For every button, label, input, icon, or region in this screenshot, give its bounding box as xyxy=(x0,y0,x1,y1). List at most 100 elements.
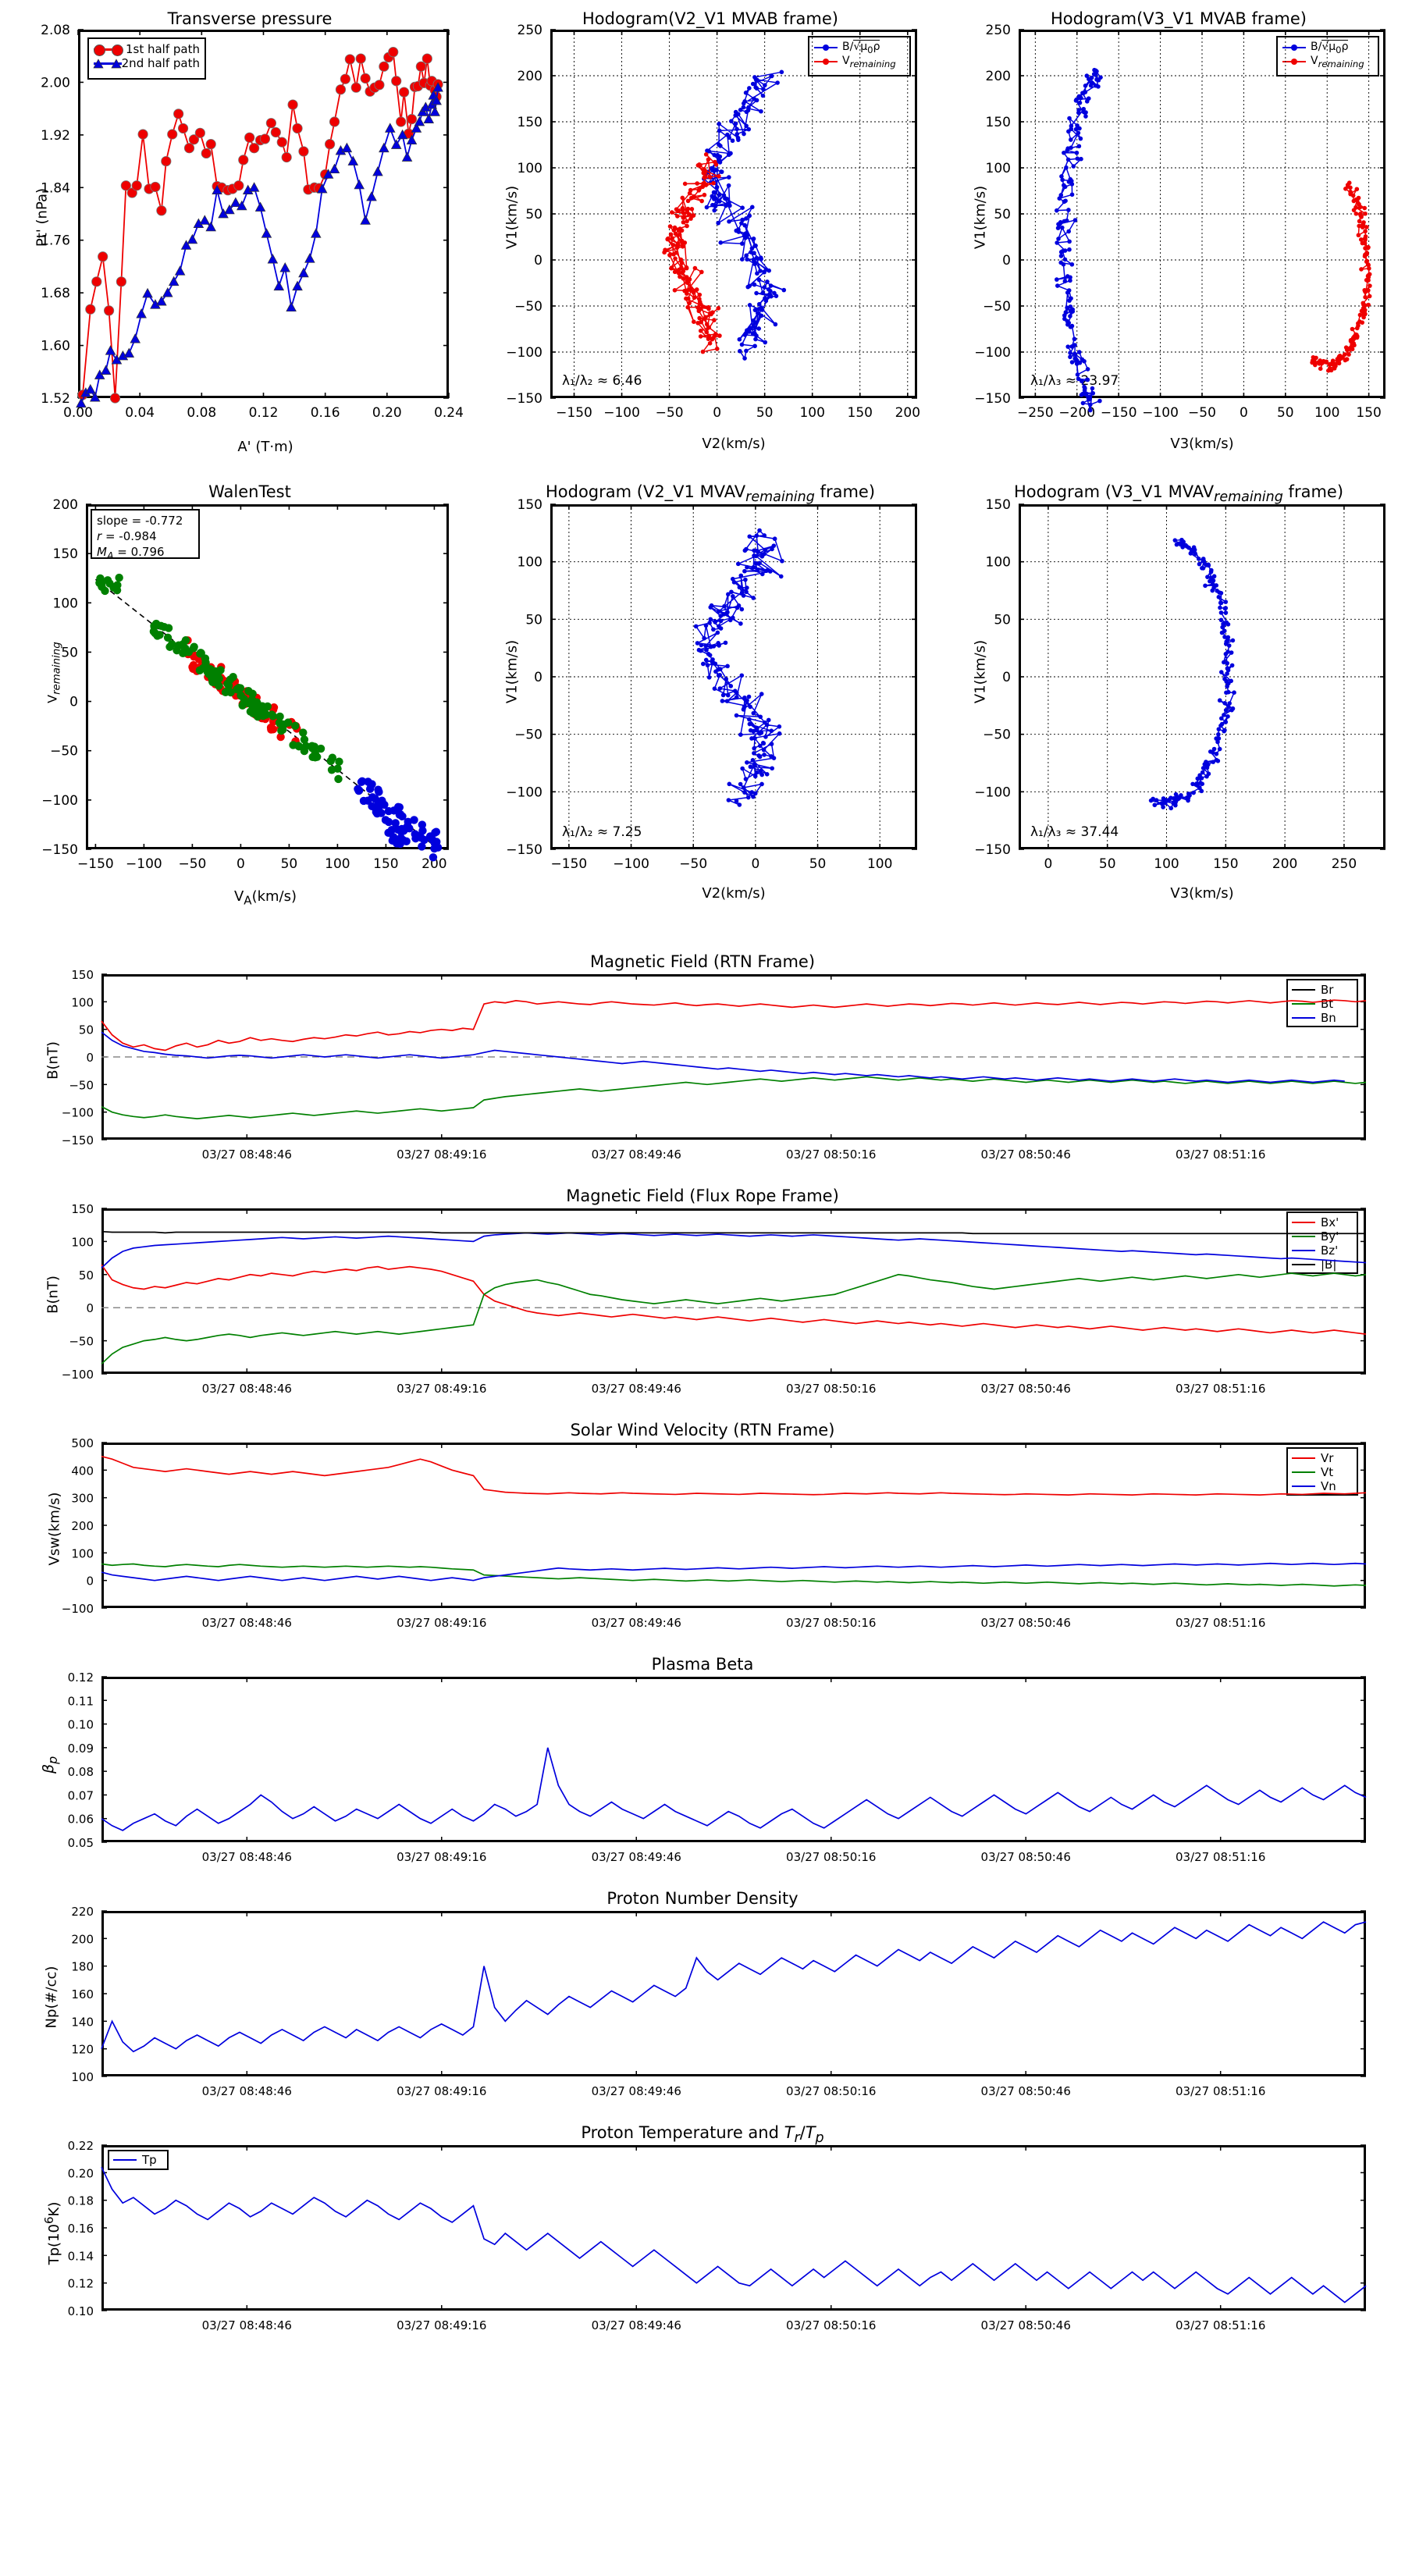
svg-text:03/27 08:48:46: 03/27 08:48:46 xyxy=(202,2084,292,2098)
legend-item: Vremaining xyxy=(814,55,905,69)
svg-text:1.84: 1.84 xyxy=(41,180,70,196)
svg-text:−100: −100 xyxy=(62,1106,94,1120)
velocity-plot: −100 0 100 200 300 400 500 03/27 08:48:46 03/27 … xyxy=(62,1436,1367,1630)
svg-text:1.92: 1.92 xyxy=(41,128,70,144)
legend: B/√μ0ρ Vremaining xyxy=(808,36,911,76)
svg-text:1.68: 1.68 xyxy=(41,286,70,301)
stats-box: slope = -0.772 r = -0.984 MA = 0.796 xyxy=(91,509,200,561)
legend-swatch-bt xyxy=(1292,1003,1315,1005)
legend-item: Vt xyxy=(1292,1465,1353,1479)
legend-label: Br xyxy=(1321,983,1334,997)
svg-text:03/27 08:48:46: 03/27 08:48:46 xyxy=(202,1616,292,1630)
svg-text:−50: −50 xyxy=(983,299,1011,315)
panel-title: Proton Number Density xyxy=(606,1889,799,1908)
svg-text:0: 0 xyxy=(86,1301,94,1315)
svg-text:0: 0 xyxy=(86,1051,94,1065)
svg-text:−250: −250 xyxy=(1017,405,1054,421)
svg-text:0.06: 0.06 xyxy=(68,1813,94,1827)
plot-area xyxy=(86,504,449,849)
legend-swatch-vr xyxy=(1292,1457,1315,1459)
svg-text:−50: −50 xyxy=(656,405,684,421)
svg-text:0.20: 0.20 xyxy=(68,2166,94,2180)
svg-text:−100: −100 xyxy=(974,785,1011,800)
panel-proton-temperature: Proton Temperature and Tr/Tp Tp(106K) Tp… xyxy=(0,2115,1405,2373)
panel-title: WalenTest xyxy=(208,482,291,501)
svg-text:200: 200 xyxy=(1272,856,1297,872)
legend-item: 1st half path xyxy=(94,42,200,56)
svg-text:0.22: 0.22 xyxy=(68,2139,94,2153)
svg-text:−150: −150 xyxy=(506,391,542,407)
svg-text:120: 120 xyxy=(71,2043,94,2057)
panel-title: Hodogram(V3_V1 MVAB frame) xyxy=(1051,9,1307,28)
stats-r: r = -0.984 xyxy=(97,529,157,543)
svg-text:−50: −50 xyxy=(679,856,707,872)
svg-text:03/27 08:51:16: 03/27 08:51:16 xyxy=(1176,2084,1265,2098)
svg-text:−50: −50 xyxy=(514,299,542,315)
hodogram-v2v1-mvav-plot: −150 −100 −50 0 50 100 −150 −100 −50 0 50 100 150 xyxy=(506,497,917,872)
legend: 1st half path 2nd half path xyxy=(87,37,206,80)
svg-text:0.14: 0.14 xyxy=(68,2249,94,2263)
panel-hodogram-v3v1-mvab: Hodogram(V3_V1 MVAB frame) V1(km/s) V3(k… xyxy=(937,0,1405,468)
legend-marker-circle xyxy=(94,44,123,56)
plasma-beta-plot: 0.05 0.06 0.07 0.08 0.09 0.10 0.11 0.12 03/27 08… xyxy=(68,1670,1367,1864)
svg-text:100: 100 xyxy=(71,1546,94,1560)
svg-text:03/27 08:51:16: 03/27 08:51:16 xyxy=(1176,1616,1265,1630)
svg-text:1.76: 1.76 xyxy=(41,233,70,249)
svg-text:03/27 08:49:46: 03/27 08:49:46 xyxy=(592,1616,681,1630)
svg-text:0: 0 xyxy=(1240,405,1248,421)
svg-text:03/27 08:51:16: 03/27 08:51:16 xyxy=(1176,2318,1265,2332)
svg-text:−50: −50 xyxy=(69,1078,94,1092)
svg-text:50: 50 xyxy=(525,207,542,222)
hodogram-v3v1-mvab-plot: −250 −200 −150 −100 −50 0 50 100 150 −150 −100 −50 0… xyxy=(974,23,1385,421)
svg-text:03/27 08:49:46: 03/27 08:49:46 xyxy=(592,2318,681,2332)
legend-marker-line xyxy=(1282,43,1306,52)
legend-item: Vr xyxy=(1292,1451,1353,1465)
svg-text:03/27 08:50:46: 03/27 08:50:46 xyxy=(981,2084,1071,2098)
legend: Vr Vt Vn xyxy=(1286,1447,1358,1496)
mag-fluxrope-plot: −100 −50 0 50 100 150 03/27 08:48:46 03/27 08:4… xyxy=(62,1202,1367,1396)
legend-item: B/√μ0ρ xyxy=(814,39,905,55)
svg-text:−150: −150 xyxy=(556,405,592,421)
svg-text:100: 100 xyxy=(518,555,542,571)
svg-text:−100: −100 xyxy=(506,345,542,361)
svg-text:0.18: 0.18 xyxy=(68,2194,94,2208)
svg-text:0.08: 0.08 xyxy=(187,405,216,421)
svg-text:140: 140 xyxy=(71,2015,94,2029)
svg-text:200: 200 xyxy=(422,856,446,872)
svg-text:03/27 08:50:16: 03/27 08:50:16 xyxy=(786,1850,876,1864)
legend: Bx' By' Bz' |B| xyxy=(1286,1212,1358,1274)
svg-text:250: 250 xyxy=(518,23,542,38)
x-axis-label: VA(km/s) xyxy=(233,888,297,908)
panel-hodogram-v3v1-mvav: Hodogram (V3_V1 MVAVremaining frame) V1(… xyxy=(937,468,1405,921)
svg-text:0.12: 0.12 xyxy=(68,1670,94,1685)
legend-label: Vn xyxy=(1321,1479,1336,1493)
svg-text:100: 100 xyxy=(986,555,1011,571)
legend-label: Vremaining xyxy=(1311,54,1364,69)
legend: B/√μ0ρ Vremaining xyxy=(1276,36,1379,76)
legend-label: Bn xyxy=(1321,1011,1336,1025)
svg-text:03/27 08:51:16: 03/27 08:51:16 xyxy=(1176,1147,1265,1162)
transverse-pressure-plot: 0.00 0.04 0.08 0.12 0.16 0.20 0.24 1.52 1.60 1.68… xyxy=(41,23,464,421)
svg-text:100: 100 xyxy=(518,161,542,176)
eigenvalue-ratio-annotation: λ₁/λ₃ ≈ 37.44 xyxy=(1030,824,1119,840)
legend: Br Bt Bn xyxy=(1286,979,1358,1027)
svg-text:−150: −150 xyxy=(506,842,542,858)
panel-transverse-pressure: Transverse pressure Pt' (nPa) A' (T·m) 1… xyxy=(0,0,468,468)
svg-text:0.07: 0.07 xyxy=(68,1788,94,1802)
svg-text:−50: −50 xyxy=(50,744,78,760)
svg-text:0.00: 0.00 xyxy=(63,405,93,421)
svg-text:03/27 08:49:16: 03/27 08:49:16 xyxy=(397,2084,486,2098)
legend-item: Bn xyxy=(1292,1011,1353,1025)
svg-text:500: 500 xyxy=(71,1436,94,1450)
svg-text:−150: −150 xyxy=(62,1133,94,1147)
svg-text:160: 160 xyxy=(71,1987,94,2001)
legend-item: Tp xyxy=(113,2153,163,2167)
eigenvalue-ratio-annotation: λ₁/λ₂ ≈ 7.25 xyxy=(562,824,642,840)
legend-item: B/√μ0ρ xyxy=(1282,39,1373,55)
svg-text:03/27 08:50:16: 03/27 08:50:16 xyxy=(786,2318,876,2332)
svg-text:150: 150 xyxy=(373,856,398,872)
svg-text:03/27 08:50:46: 03/27 08:50:46 xyxy=(981,1616,1071,1630)
svg-text:03/27 08:51:16: 03/27 08:51:16 xyxy=(1176,1850,1265,1864)
svg-text:0: 0 xyxy=(237,856,245,872)
eigenvalue-ratio-annotation: λ₁/λ₃ ≈ 23.97 xyxy=(1030,373,1119,389)
